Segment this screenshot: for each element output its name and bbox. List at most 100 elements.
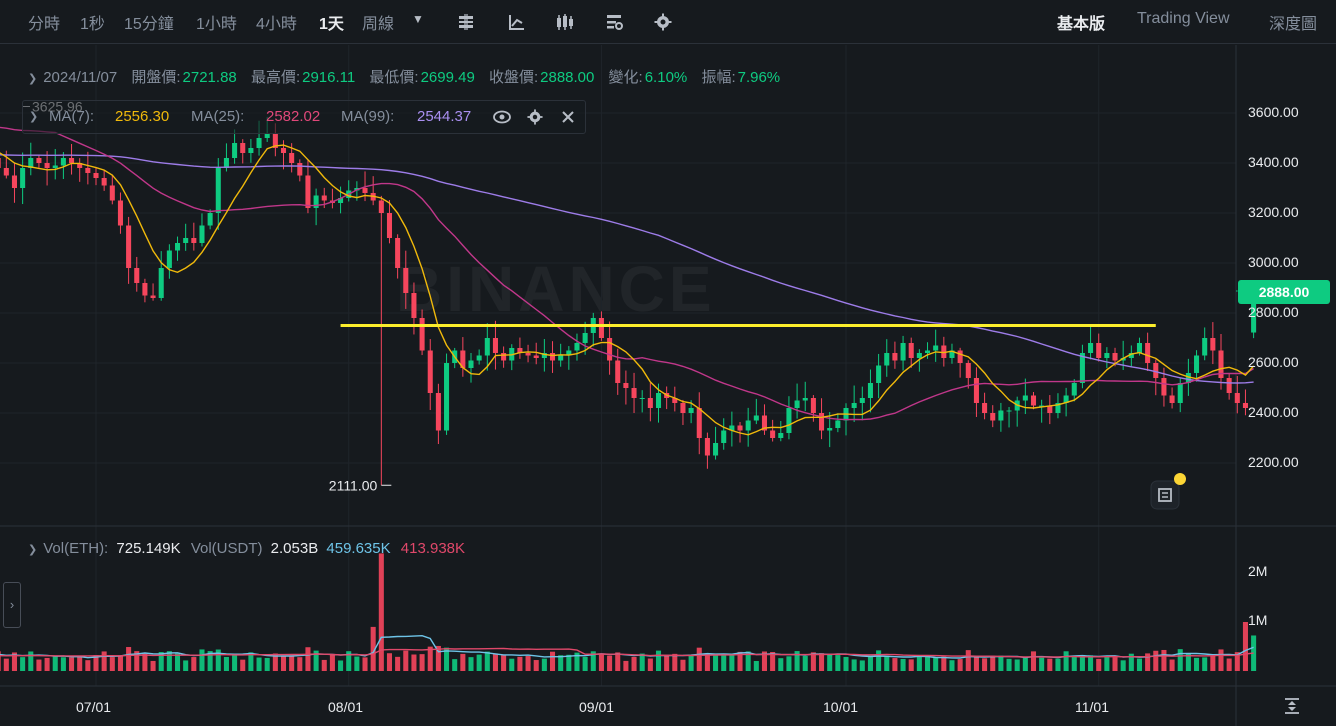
- vol-eth-label: Vol(ETH):: [43, 540, 109, 557]
- eye-icon[interactable]: [493, 110, 511, 124]
- volume-bar: [794, 651, 800, 671]
- volume-bar: [566, 654, 572, 671]
- caret-down-icon[interactable]: ▼: [412, 12, 424, 26]
- chevron-down-icon[interactable]: ❯: [28, 544, 38, 556]
- volume-bar: [444, 647, 450, 671]
- volume-bar: [884, 655, 890, 671]
- candle: [745, 420, 751, 431]
- volume-bar: [280, 655, 287, 671]
- candle: [924, 350, 931, 353]
- candle: [468, 360, 474, 368]
- timeframe-time[interactable]: 分時: [28, 16, 61, 33]
- volume-bar: [1177, 649, 1183, 671]
- volume-bar: [501, 654, 507, 671]
- ma99-line: [0, 154, 1254, 384]
- candle: [1104, 353, 1110, 358]
- low-value: 2699.49: [420, 69, 475, 86]
- volume-bar: [876, 650, 882, 671]
- volume-bars: [0, 553, 1257, 671]
- candle: [713, 443, 719, 456]
- candle: [256, 138, 262, 148]
- volume-bar: [338, 660, 344, 671]
- open-value: 2721.88: [182, 69, 237, 86]
- candle: [264, 133, 270, 138]
- candle: [142, 283, 148, 296]
- volume-bar: [729, 655, 735, 671]
- volume-bar: [313, 650, 319, 671]
- indicator-icon[interactable]: [457, 13, 475, 31]
- volume-bar: [1136, 658, 1143, 671]
- fit-axis-icon[interactable]: [1283, 697, 1301, 715]
- candle: [36, 158, 42, 163]
- volume-bar: [1218, 649, 1224, 671]
- volume-bar: [1104, 656, 1110, 671]
- ma7-label: MA(7):: [49, 108, 94, 125]
- volume-bar: [460, 653, 466, 671]
- vol-tick-2m: 2M: [1248, 563, 1268, 579]
- volume-bar: [737, 651, 743, 671]
- volume-bar: [354, 656, 360, 671]
- chevron-down-icon[interactable]: ❯: [28, 73, 38, 85]
- timeframe-1h[interactable]: 1小時: [196, 16, 237, 33]
- candle: [289, 153, 295, 163]
- volume-bar: [672, 653, 678, 671]
- candle: [183, 238, 189, 243]
- candle: [884, 353, 890, 366]
- timeframe-4h[interactable]: 4小時: [256, 16, 297, 33]
- timeframe-1s[interactable]: 1秒: [80, 16, 105, 33]
- expand-panel-icon[interactable]: ›: [3, 582, 21, 628]
- volume-bar: [533, 660, 539, 671]
- volume-bar: [1014, 659, 1020, 671]
- volume-bar: [549, 651, 556, 671]
- volume-bar: [590, 651, 596, 671]
- drawing-icon[interactable]: [508, 13, 526, 31]
- candle: [1202, 338, 1208, 356]
- candle: [973, 378, 979, 403]
- candle: [623, 383, 629, 388]
- ma99-label: MA(99):: [341, 108, 395, 125]
- timeframe-1d[interactable]: 1天: [319, 16, 344, 33]
- candle: [1047, 405, 1053, 413]
- volume-bar: [859, 660, 865, 671]
- candle: [631, 388, 637, 398]
- candle: [965, 363, 971, 378]
- view-depth[interactable]: 深度圖: [1269, 16, 1318, 33]
- chart-type-icon[interactable]: [555, 13, 575, 31]
- volume-bar: [256, 657, 262, 671]
- current-price-tag: 2888.00: [1238, 280, 1330, 304]
- volume-bar: [688, 654, 694, 671]
- amplitude-label: 振幅:: [701, 69, 736, 86]
- layout-icon[interactable]: [605, 13, 623, 31]
- y-tick-3600: 3600.00: [1248, 104, 1299, 120]
- gear-icon[interactable]: [527, 109, 543, 125]
- timeframe-15m[interactable]: 15分鐘: [124, 16, 174, 33]
- volume-bar: [509, 658, 515, 671]
- high-label: 最高價:: [250, 69, 301, 86]
- candle: [672, 398, 678, 403]
- candle: [395, 238, 401, 268]
- timeframe-weekly[interactable]: 周線: [362, 16, 395, 33]
- news-icon[interactable]: [1150, 470, 1190, 510]
- candle: [174, 243, 181, 251]
- close-icon[interactable]: [561, 110, 575, 124]
- volume-bar: [85, 660, 91, 671]
- volume-bar: [607, 655, 613, 671]
- volume-bar: [558, 655, 564, 671]
- volume-bar: [819, 653, 825, 671]
- y-tick-3000: 3000.00: [1248, 254, 1299, 270]
- chevron-down-icon[interactable]: ❯: [29, 111, 39, 123]
- candle: [802, 398, 808, 401]
- view-tradingview[interactable]: Trading View: [1137, 10, 1230, 27]
- settings-icon[interactable]: [654, 13, 672, 31]
- ma25-label: MA(25):: [191, 108, 245, 125]
- candle: [378, 200, 384, 213]
- candle: [1088, 343, 1094, 353]
- candle: [729, 425, 735, 431]
- volume-bar: [272, 653, 278, 671]
- close-value: 2888.00: [540, 69, 595, 86]
- volume-bar: [1079, 655, 1085, 671]
- volume-bar: [851, 659, 857, 671]
- view-basic[interactable]: 基本版: [1057, 16, 1106, 33]
